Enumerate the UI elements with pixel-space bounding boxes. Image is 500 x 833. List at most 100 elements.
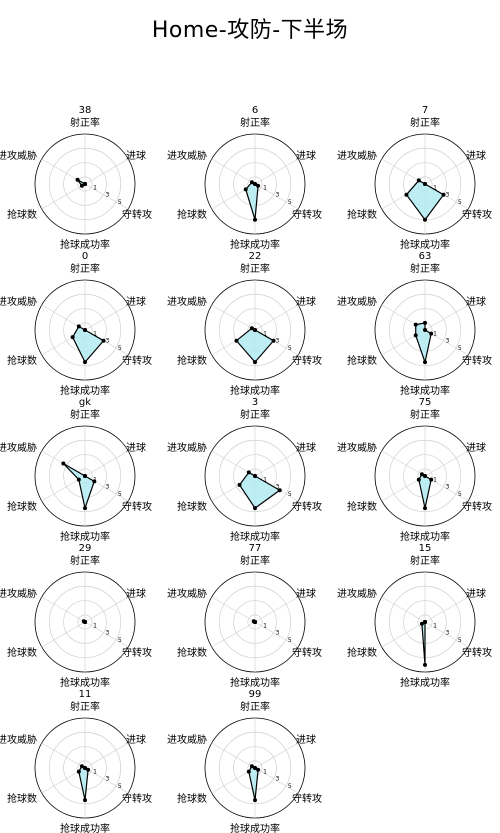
- data-area-22: [235, 327, 275, 364]
- axis-label: 进球: [466, 587, 486, 600]
- grid-spoke: [254, 158, 299, 185]
- axis-label: 抢球成功率: [400, 676, 450, 689]
- axis-label: 射正率: [240, 408, 270, 421]
- axis-label: 进攻威胁: [0, 441, 37, 454]
- axis-label: 抢球成功率: [60, 384, 110, 397]
- tick-label: 1: [263, 769, 267, 776]
- tick-label: 3: [446, 338, 450, 345]
- grid-spoke: [254, 767, 299, 794]
- axis-label: 守转攻: [462, 500, 492, 513]
- axis-label: 进球: [466, 295, 486, 308]
- axis-label: 射正率: [70, 262, 100, 275]
- tick-label: 1: [263, 623, 267, 630]
- data-point: [416, 477, 421, 482]
- axis-label: 进攻威胁: [167, 295, 207, 308]
- data-point: [404, 192, 409, 197]
- axis-label: 抢球数: [347, 354, 377, 367]
- axis-label: 抢球成功率: [230, 530, 280, 543]
- grid-spoke: [424, 596, 469, 623]
- axis-label: 进攻威胁: [167, 587, 207, 600]
- data-point: [253, 798, 257, 803]
- axis-label: 射正率: [410, 554, 440, 567]
- tick-label: 3: [276, 338, 280, 345]
- data-area-7: [405, 179, 445, 221]
- axis-label: 进球: [126, 733, 146, 746]
- axis-label: 抢球成功率: [230, 384, 280, 397]
- grid-spoke: [424, 621, 469, 648]
- player-title: 63: [419, 251, 432, 262]
- axis-label: 进攻威胁: [167, 149, 207, 162]
- tick-label: 3: [446, 484, 450, 491]
- data-point: [271, 338, 276, 343]
- player-title: 99: [249, 689, 262, 700]
- data-point: [75, 177, 80, 182]
- data-point: [423, 506, 427, 511]
- data-point: [246, 470, 251, 475]
- axis-label: 射正率: [240, 554, 270, 567]
- axis-label: 守转攻: [122, 208, 152, 221]
- data-point: [253, 474, 257, 478]
- data-point: [423, 662, 427, 667]
- axis-label: 射正率: [410, 408, 440, 421]
- tick-label: 3: [106, 630, 110, 637]
- grid-spoke: [254, 450, 299, 477]
- player-title: 3: [252, 397, 258, 408]
- data-point: [83, 798, 87, 803]
- tick-label: 1: [433, 331, 437, 338]
- player-title: 6: [252, 105, 258, 116]
- tick-label: 3: [106, 192, 110, 199]
- axis-label: 进球: [296, 295, 316, 308]
- axis-label: 进球: [126, 295, 146, 308]
- tick-label: 3: [276, 776, 280, 783]
- grid-spoke: [41, 183, 86, 210]
- data-point: [237, 482, 242, 487]
- grid-spoke: [424, 304, 469, 331]
- axis-label: 抢球数: [347, 500, 377, 513]
- data-point: [246, 769, 251, 774]
- axis-label: 守转攻: [122, 646, 152, 659]
- axis-label: 进球: [466, 149, 486, 162]
- axis-label: 抢球成功率: [60, 822, 110, 833]
- axis-label: 守转攻: [122, 500, 152, 513]
- tick-label: 3: [276, 192, 280, 199]
- axis-label: 抢球成功率: [60, 676, 110, 689]
- axis-label: 抢球数: [177, 646, 207, 659]
- grid-spoke: [254, 304, 299, 331]
- tick-label: 3: [276, 484, 280, 491]
- player-title: 15: [419, 543, 432, 554]
- data-point: [83, 766, 87, 770]
- axis-label: 抢球成功率: [60, 530, 110, 543]
- data-area-3: [238, 471, 281, 509]
- data-point: [83, 182, 87, 186]
- tick-label: 3: [276, 630, 280, 637]
- grid-spoke: [254, 742, 299, 769]
- tick-label: 1: [93, 185, 97, 192]
- axis-label: 抢球数: [7, 208, 37, 221]
- axis-label: 抢球成功率: [400, 530, 450, 543]
- axis-label: 进攻威胁: [0, 587, 37, 600]
- data-point: [101, 338, 106, 343]
- axis-label: 守转攻: [122, 354, 152, 367]
- tick-label: 1: [433, 185, 437, 192]
- data-point: [251, 619, 256, 624]
- grid-spoke: [211, 621, 256, 648]
- player-title: 0: [82, 251, 88, 262]
- tick-label: 1: [93, 769, 97, 776]
- axis-label: 守转攻: [292, 646, 322, 659]
- player-title: 11: [79, 689, 92, 700]
- data-point: [423, 328, 427, 332]
- tick-label: 5: [458, 199, 462, 206]
- axis-label: 进球: [296, 733, 316, 746]
- tick-label: 1: [263, 331, 267, 338]
- data-point: [253, 766, 257, 770]
- grid-spoke: [84, 304, 129, 331]
- axis-label: 进攻威胁: [167, 441, 207, 454]
- tick-label: 5: [288, 783, 292, 790]
- player-title: 29: [79, 543, 92, 554]
- axis-label: 射正率: [410, 116, 440, 129]
- grid-spoke: [381, 621, 426, 648]
- data-point: [234, 338, 239, 343]
